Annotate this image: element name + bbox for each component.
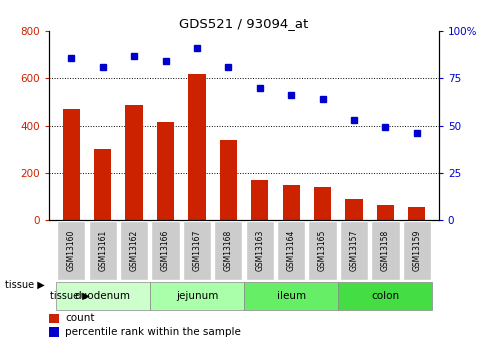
Bar	[157, 122, 174, 220]
Text: GSM13165: GSM13165	[318, 230, 327, 271]
FancyBboxPatch shape	[183, 221, 211, 279]
Bar	[314, 187, 331, 220]
Text: GSM13161: GSM13161	[98, 230, 107, 271]
Bar	[220, 140, 237, 220]
Text: duodenum: duodenum	[75, 291, 131, 301]
Bar	[63, 109, 80, 220]
FancyBboxPatch shape	[277, 221, 305, 279]
Text: percentile rank within the sample: percentile rank within the sample	[65, 327, 241, 337]
Text: GSM13162: GSM13162	[130, 230, 139, 271]
FancyBboxPatch shape	[340, 221, 368, 279]
FancyBboxPatch shape	[57, 221, 85, 279]
Bar	[49, 314, 59, 323]
FancyBboxPatch shape	[244, 282, 338, 309]
Bar	[94, 149, 111, 220]
FancyBboxPatch shape	[56, 282, 150, 309]
FancyBboxPatch shape	[309, 221, 337, 279]
Text: GSM13157: GSM13157	[350, 230, 358, 271]
Text: GSM13160: GSM13160	[67, 230, 76, 271]
Bar	[345, 199, 363, 220]
Text: tissue ▶: tissue ▶	[5, 280, 45, 289]
FancyBboxPatch shape	[214, 221, 243, 279]
Text: count: count	[65, 313, 94, 323]
FancyBboxPatch shape	[403, 221, 431, 279]
Text: GSM13163: GSM13163	[255, 230, 264, 271]
Title: GDS521 / 93094_at: GDS521 / 93094_at	[179, 17, 309, 30]
Bar	[49, 327, 59, 337]
FancyBboxPatch shape	[89, 221, 117, 279]
FancyBboxPatch shape	[246, 221, 274, 279]
FancyBboxPatch shape	[151, 221, 179, 279]
Text: GSM13168: GSM13168	[224, 230, 233, 271]
FancyBboxPatch shape	[371, 221, 399, 279]
Text: GSM13164: GSM13164	[286, 230, 296, 271]
FancyBboxPatch shape	[338, 282, 432, 309]
Bar	[251, 180, 268, 220]
Bar	[125, 106, 143, 220]
Text: colon: colon	[371, 291, 399, 301]
Bar	[408, 207, 425, 220]
FancyBboxPatch shape	[120, 221, 148, 279]
Text: ileum: ileum	[277, 291, 306, 301]
FancyBboxPatch shape	[150, 282, 244, 309]
Bar	[377, 205, 394, 220]
Bar	[282, 185, 300, 220]
Text: GSM13167: GSM13167	[192, 230, 202, 271]
Text: GSM13158: GSM13158	[381, 230, 390, 271]
Bar	[188, 73, 206, 220]
Text: GSM13159: GSM13159	[412, 230, 422, 271]
Text: tissue ▶: tissue ▶	[50, 291, 90, 301]
Text: GSM13166: GSM13166	[161, 230, 170, 271]
Text: jejunum: jejunum	[176, 291, 218, 301]
